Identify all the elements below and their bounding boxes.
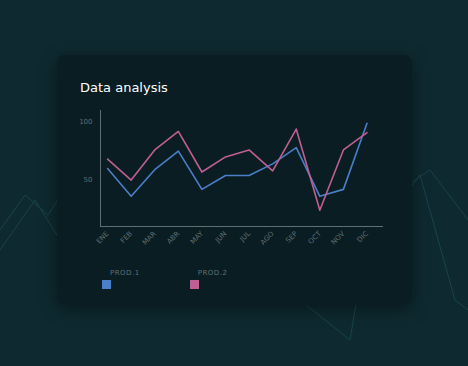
html-text:PROD.1: PROD.1 xyxy=(110,269,140,277)
svg-text:MAR: MAR xyxy=(141,230,158,247)
svg-text:FEB: FEB xyxy=(119,230,134,245)
svg-text:AGO: AGO xyxy=(259,230,276,247)
svg-text:SEP: SEP xyxy=(284,230,299,245)
svg-text:100: 100 xyxy=(79,118,92,126)
svg-text:JUL: JUL xyxy=(238,230,252,244)
svg-text:NOV: NOV xyxy=(330,230,347,247)
svg-text:50: 50 xyxy=(84,176,93,184)
svg-text:ENE: ENE xyxy=(95,230,111,246)
html-text:PROD.2: PROD.2 xyxy=(197,269,228,277)
svg-text:MAY: MAY xyxy=(189,229,205,245)
html-text:Data analysis: Data analysis xyxy=(80,80,168,95)
svg-text:DIC: DIC xyxy=(356,230,370,244)
svg-text:ABR: ABR xyxy=(165,230,181,246)
svg-text:JUN: JUN xyxy=(213,230,228,245)
svg-text:OCT: OCT xyxy=(307,229,324,246)
